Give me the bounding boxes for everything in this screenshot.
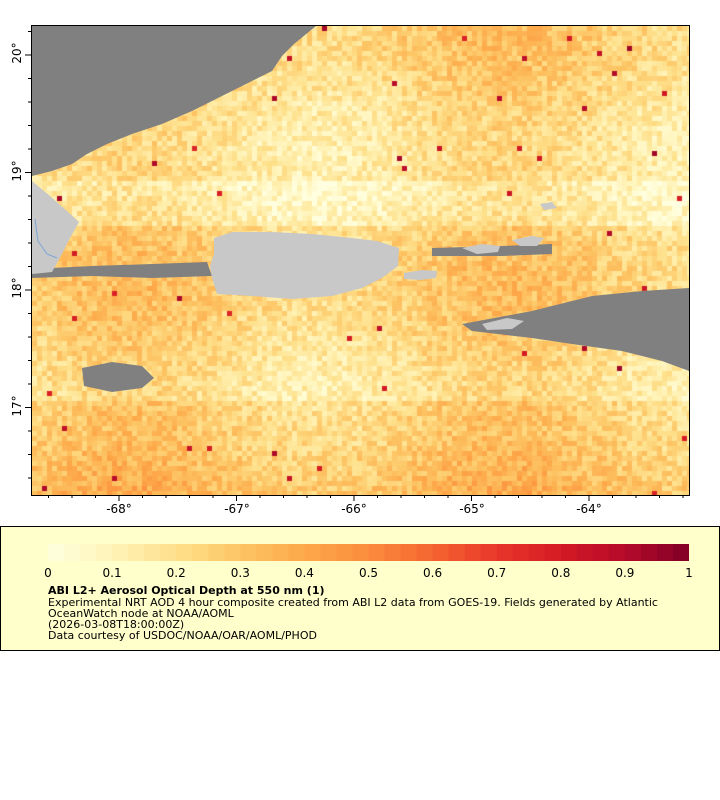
virgin-islands-land (512, 236, 544, 246)
colorbar-segment (592, 544, 610, 561)
colorbar-segment (528, 544, 546, 561)
colorbar-segment (64, 544, 81, 561)
colorbar-segment (496, 544, 514, 561)
colorbar-segment (240, 544, 257, 561)
colorbar-segment (208, 544, 225, 561)
hispaniola-land (32, 181, 79, 274)
colorbar-segment (384, 544, 402, 561)
legend-time: (2026-03-08T18:00:00Z) (48, 618, 185, 631)
colorbar-segment (112, 544, 129, 561)
colorbar-segment (192, 544, 209, 561)
culebra-virgin-islands-land (462, 244, 500, 254)
colorbar-segment (80, 544, 97, 561)
colorbar-segment (336, 544, 353, 561)
colorbar-segment (608, 544, 626, 561)
no-data-region-east (462, 288, 689, 371)
colorbar-segment (304, 544, 321, 561)
colorbar-segment (256, 544, 273, 561)
colorbar-segment (176, 544, 193, 561)
colorbar-tick-label: 1 (685, 566, 693, 580)
land-overlay (32, 26, 689, 392)
aod-map (31, 25, 690, 496)
legend-title: ABI L2+ Aerosol Optical Depth at 550 nm … (48, 584, 325, 597)
hispaniola-border (34, 218, 58, 259)
colorbar-tick-label: 0.3 (230, 566, 250, 580)
colorbar-segment (352, 544, 369, 561)
legend-description: Experimental NRT AOD 4 hour composite cr… (48, 596, 658, 609)
colorbar-tick-label: 0.4 (294, 566, 314, 580)
colorbar-tick-label: 0.5 (358, 566, 379, 580)
colorbar-segment (544, 544, 562, 561)
colorbar-segment (448, 544, 466, 561)
colorbar-tick-label: 0.1 (102, 566, 122, 580)
lon-tick-label: -67° (224, 502, 250, 516)
colorbar-segment (640, 544, 658, 561)
colorbar-tick-label: 0 (44, 566, 52, 580)
colorbar-tick-label: 0.6 (423, 566, 443, 580)
lon-tick-label: -68° (106, 502, 132, 516)
colorbar-segment (464, 544, 482, 561)
no-data-band-west (32, 262, 212, 278)
vieques-land (404, 270, 437, 280)
colorbar-segment (624, 544, 642, 561)
colorbar-tick-label: 0.7 (487, 566, 507, 580)
axis-ticks (25, 31, 684, 501)
colorbar-tick-label: 0.8 (551, 566, 571, 580)
colorbar-tick-label: 0.2 (166, 566, 186, 580)
colorbar-segment (144, 544, 161, 561)
lon-tick-label: -66° (341, 502, 367, 516)
anegada-land (540, 202, 557, 210)
lon-tick-label: -64° (576, 502, 602, 516)
colorbar-tick-label: 0.9 (615, 566, 635, 580)
colorbar-segment (656, 544, 674, 561)
colorbar-segment (512, 544, 530, 561)
colorbar-segment (96, 544, 113, 561)
colorbar-segment (576, 544, 594, 561)
colorbar-segment (288, 544, 305, 561)
colorbar-segment (560, 544, 578, 561)
colorbar-segment (480, 544, 498, 561)
no-data-region-north (32, 26, 316, 176)
colorbar-segment (128, 544, 145, 561)
colorbar-segment (368, 544, 386, 561)
legend-panel: 0 0.1 0.2 0.3 0.4 0.5 0.6 0.7 0.8 0.9 1 ABI L2+ Ae… (0, 526, 720, 651)
st-croix-land (482, 318, 524, 330)
colorbar-segment (272, 544, 289, 561)
colorbar-segment (160, 544, 177, 561)
colorbar-segment (48, 544, 65, 561)
colorbar-segment (432, 544, 450, 561)
colorbar-segment (672, 544, 689, 561)
colorbar-segment (400, 544, 418, 561)
legend-description-cont: OceanWatch node at NOAA/AOML (48, 607, 234, 620)
puerto-rico-land (210, 232, 399, 299)
legend-credit: Data courtesy of USDOC/NOAA/OAR/AOML/PHO… (48, 629, 317, 642)
colorbar (48, 544, 689, 561)
colorbar-segment (320, 544, 337, 561)
no-data-patch-southwest (82, 362, 154, 392)
colorbar-segment (224, 544, 241, 561)
lon-tick-label: -65° (459, 502, 485, 516)
colorbar-segment (416, 544, 434, 561)
